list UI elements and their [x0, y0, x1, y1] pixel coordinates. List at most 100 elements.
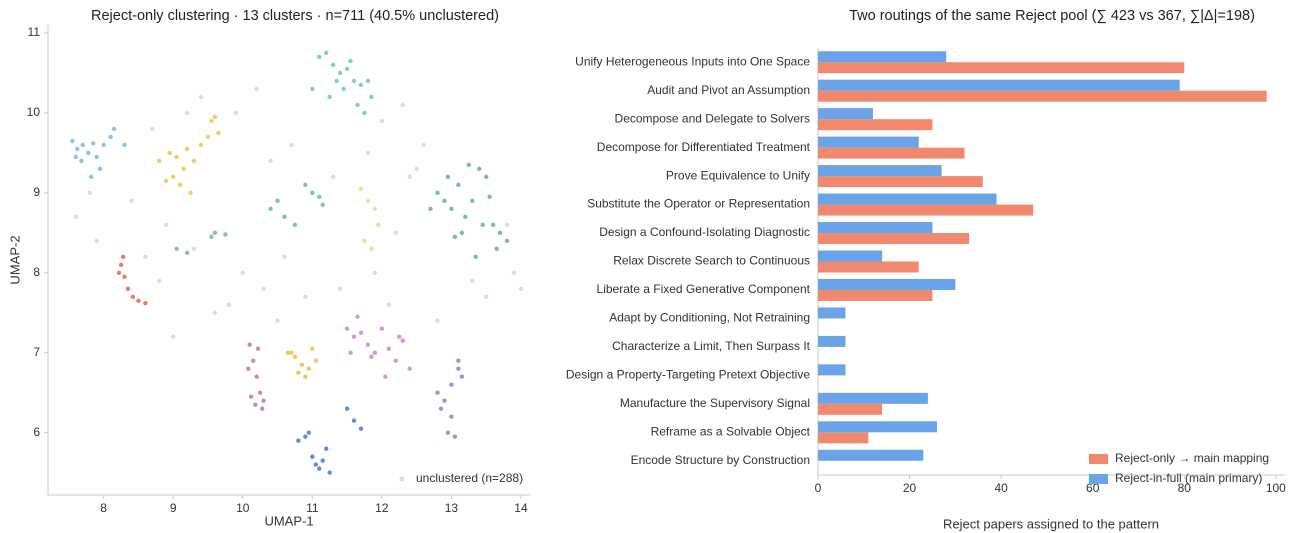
point [150, 126, 155, 132]
point [143, 300, 148, 306]
bar [818, 261, 919, 273]
point [260, 406, 265, 411]
point [268, 158, 273, 164]
x-tick-label: 10 [236, 501, 250, 515]
point [101, 142, 106, 148]
point [470, 198, 475, 204]
point [400, 338, 405, 343]
point [355, 102, 360, 108]
point [459, 230, 465, 236]
point [313, 462, 318, 467]
point [184, 146, 190, 152]
point [94, 154, 99, 160]
point [327, 470, 332, 475]
point [337, 286, 343, 291]
x-tick-label: 8 [100, 501, 107, 515]
point [386, 302, 392, 307]
point [122, 142, 127, 148]
y-tick-label: 8 [33, 265, 40, 279]
point [369, 354, 374, 359]
point [94, 238, 99, 244]
point [449, 414, 454, 419]
point [157, 158, 162, 164]
point [358, 82, 364, 88]
point [330, 62, 336, 68]
point [348, 350, 353, 355]
point [344, 66, 350, 72]
point [198, 142, 204, 148]
point [362, 110, 367, 116]
point [310, 190, 315, 196]
point [111, 126, 117, 132]
bar [818, 289, 933, 301]
bar [818, 176, 983, 188]
point [303, 294, 308, 299]
y-tick-label: 6 [33, 425, 40, 439]
point [456, 358, 461, 363]
point [351, 418, 357, 423]
point [80, 142, 85, 148]
point [184, 110, 190, 116]
bar [818, 449, 924, 461]
point [386, 346, 392, 351]
point [299, 362, 305, 367]
point [407, 366, 412, 371]
point [456, 182, 461, 188]
y-tick-label: Liberate a Fixed Generative Component [597, 282, 811, 296]
point [358, 330, 364, 335]
x-tick-label: 0 [815, 481, 822, 495]
bar [818, 278, 956, 290]
point [310, 346, 315, 351]
y-tick-label: Adapt by Conditioning, Not Retraining [609, 311, 810, 325]
point [174, 246, 179, 252]
point [70, 138, 75, 144]
point [116, 270, 122, 275]
bar [818, 62, 1185, 74]
point [379, 326, 385, 331]
bar [818, 193, 997, 205]
point [393, 358, 398, 363]
point [473, 254, 478, 260]
x-tick-label: 60 [1086, 481, 1100, 495]
point [351, 78, 357, 84]
point [477, 166, 482, 172]
point [421, 142, 426, 148]
y-tick-label: Decompose and Delegate to Solvers [615, 111, 810, 125]
bar [818, 335, 846, 347]
point [348, 58, 353, 64]
point [118, 262, 124, 267]
point [324, 446, 329, 451]
point [449, 382, 454, 387]
point [445, 430, 451, 435]
point [170, 334, 176, 339]
point [254, 86, 259, 92]
point [261, 286, 266, 291]
y-tick-label: 11 [28, 25, 41, 39]
point [497, 230, 503, 236]
point [324, 50, 329, 56]
point [88, 174, 94, 180]
point [463, 214, 468, 220]
point [494, 246, 499, 252]
point [282, 214, 287, 220]
point [73, 214, 79, 220]
scatter-title: Reject-only clustering · 13 clusters · n… [91, 8, 499, 24]
bar [818, 119, 933, 131]
point [442, 198, 447, 204]
x-tick-label: 40 [994, 481, 1008, 495]
point [397, 334, 402, 339]
point [362, 238, 367, 244]
point [216, 130, 221, 136]
point [177, 182, 183, 188]
y-tick-label: Characterize a Limit, Then Surpass It [612, 339, 811, 353]
point [223, 232, 228, 237]
point [212, 230, 218, 236]
point [379, 118, 385, 124]
bar [818, 307, 846, 319]
point [285, 350, 291, 355]
bar [818, 90, 1267, 102]
point [296, 438, 301, 443]
point [292, 354, 298, 359]
point [209, 118, 214, 124]
point [438, 406, 444, 411]
